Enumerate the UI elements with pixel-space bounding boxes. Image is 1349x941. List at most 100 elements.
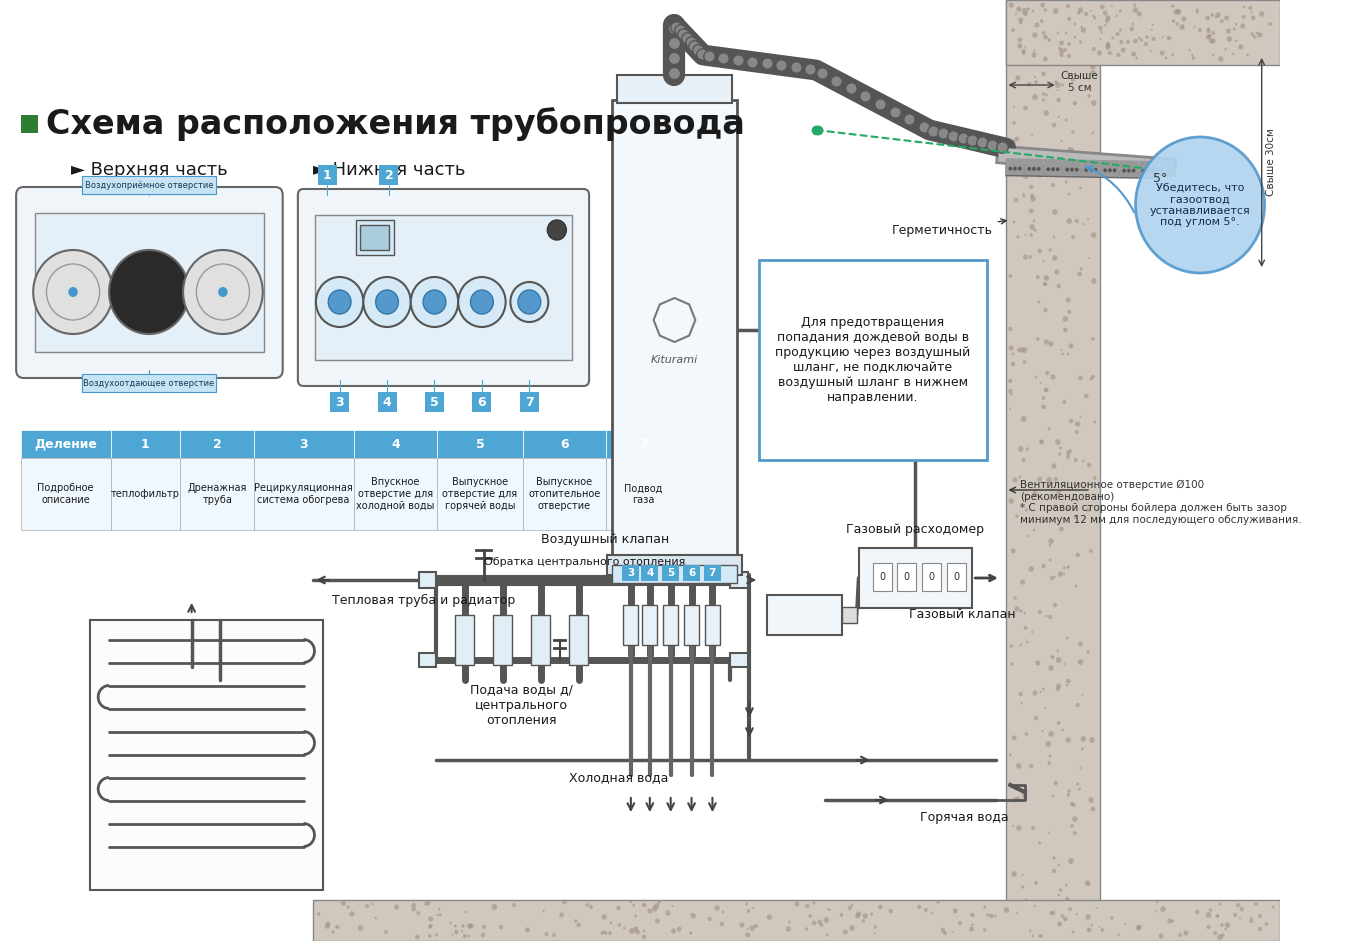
- Circle shape: [826, 933, 828, 936]
- Bar: [519, 392, 538, 412]
- Circle shape: [1044, 389, 1047, 391]
- Circle shape: [1052, 869, 1056, 873]
- Circle shape: [1016, 75, 1020, 81]
- Circle shape: [1089, 167, 1093, 172]
- Circle shape: [1010, 139, 1016, 145]
- Circle shape: [576, 922, 581, 928]
- Circle shape: [1036, 661, 1040, 665]
- Circle shape: [434, 933, 438, 936]
- Circle shape: [1066, 897, 1070, 901]
- Circle shape: [1070, 824, 1074, 828]
- Circle shape: [1048, 558, 1052, 562]
- Circle shape: [952, 908, 958, 914]
- Circle shape: [1206, 34, 1211, 40]
- Circle shape: [1074, 458, 1078, 462]
- Text: 0: 0: [880, 572, 885, 582]
- Circle shape: [1253, 35, 1257, 39]
- Circle shape: [1091, 375, 1095, 379]
- Circle shape: [1195, 910, 1199, 915]
- Circle shape: [1016, 763, 1021, 769]
- Circle shape: [1039, 931, 1043, 935]
- Circle shape: [455, 930, 459, 934]
- Circle shape: [1174, 9, 1179, 15]
- Circle shape: [1035, 80, 1037, 84]
- Circle shape: [1036, 41, 1041, 46]
- Circle shape: [1225, 928, 1226, 931]
- Text: Герметичность: Герметичность: [892, 219, 1006, 236]
- Circle shape: [1219, 19, 1224, 23]
- Circle shape: [1132, 52, 1136, 56]
- Text: ► Верхняя часть: ► Верхняя часть: [71, 161, 228, 179]
- Circle shape: [1087, 94, 1091, 98]
- Circle shape: [600, 931, 604, 935]
- Circle shape: [648, 908, 653, 914]
- Circle shape: [1074, 584, 1078, 587]
- Text: Деление: Деление: [34, 438, 97, 451]
- Circle shape: [449, 921, 452, 924]
- Circle shape: [1246, 54, 1249, 56]
- Circle shape: [525, 928, 530, 933]
- Circle shape: [1079, 767, 1082, 769]
- Circle shape: [1160, 51, 1164, 56]
- Circle shape: [347, 905, 349, 909]
- Circle shape: [812, 920, 816, 925]
- Bar: [313, 900, 1280, 941]
- Circle shape: [1195, 10, 1199, 13]
- Circle shape: [1116, 32, 1120, 36]
- Circle shape: [874, 932, 876, 934]
- Circle shape: [1106, 44, 1110, 48]
- Circle shape: [1009, 754, 1012, 757]
- Circle shape: [1013, 32, 1016, 34]
- Circle shape: [1047, 761, 1051, 765]
- Text: 5: 5: [430, 395, 438, 408]
- Bar: [730, 653, 747, 667]
- Text: 7: 7: [708, 568, 716, 578]
- Circle shape: [1215, 12, 1221, 18]
- FancyBboxPatch shape: [298, 189, 590, 386]
- Bar: [612, 100, 737, 560]
- Circle shape: [1051, 36, 1056, 41]
- Circle shape: [1041, 396, 1045, 400]
- Circle shape: [1037, 476, 1043, 482]
- Circle shape: [795, 901, 800, 906]
- Text: Воздухоприёмное отверстие: Воздухоприёмное отверстие: [85, 181, 213, 189]
- Circle shape: [1018, 446, 1024, 452]
- Circle shape: [1066, 678, 1071, 683]
- Circle shape: [1070, 167, 1074, 171]
- Circle shape: [1028, 167, 1031, 171]
- Circle shape: [1066, 684, 1068, 686]
- Circle shape: [1093, 421, 1097, 423]
- Circle shape: [1090, 806, 1095, 811]
- Circle shape: [1028, 164, 1031, 167]
- Circle shape: [1045, 371, 1050, 375]
- Bar: [379, 165, 398, 185]
- Circle shape: [1012, 871, 1017, 877]
- Circle shape: [1008, 327, 1013, 331]
- Bar: [766, 595, 842, 635]
- Circle shape: [1031, 826, 1035, 830]
- Circle shape: [616, 905, 621, 910]
- Circle shape: [1074, 103, 1077, 105]
- Circle shape: [850, 903, 854, 906]
- Circle shape: [1039, 37, 1041, 40]
- Circle shape: [1108, 51, 1112, 56]
- Circle shape: [1021, 51, 1025, 56]
- Circle shape: [1020, 644, 1023, 646]
- Circle shape: [1075, 703, 1079, 708]
- Circle shape: [1014, 606, 1020, 612]
- Circle shape: [1029, 208, 1033, 214]
- Circle shape: [384, 930, 389, 934]
- Circle shape: [1013, 477, 1017, 483]
- Bar: [314, 215, 572, 360]
- Circle shape: [1055, 923, 1059, 927]
- Circle shape: [1043, 260, 1044, 263]
- Circle shape: [1091, 132, 1094, 135]
- Circle shape: [1171, 919, 1174, 922]
- Circle shape: [986, 914, 989, 917]
- Circle shape: [1009, 274, 1012, 278]
- Circle shape: [1028, 255, 1032, 259]
- Circle shape: [1040, 691, 1041, 694]
- Circle shape: [1149, 50, 1152, 52]
- Circle shape: [1024, 233, 1027, 236]
- Circle shape: [1064, 119, 1068, 121]
